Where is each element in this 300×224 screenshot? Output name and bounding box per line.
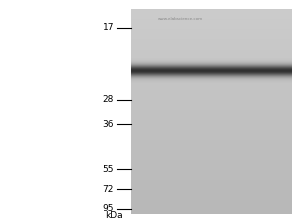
Text: 36: 36 <box>103 120 114 129</box>
Text: 17: 17 <box>103 24 114 32</box>
Text: 72: 72 <box>103 185 114 194</box>
Text: www.elabscience.com: www.elabscience.com <box>158 17 202 21</box>
Text: 55: 55 <box>103 165 114 174</box>
Text: 95: 95 <box>103 204 114 213</box>
Text: kDa: kDa <box>105 211 123 220</box>
Text: 28: 28 <box>103 95 114 104</box>
